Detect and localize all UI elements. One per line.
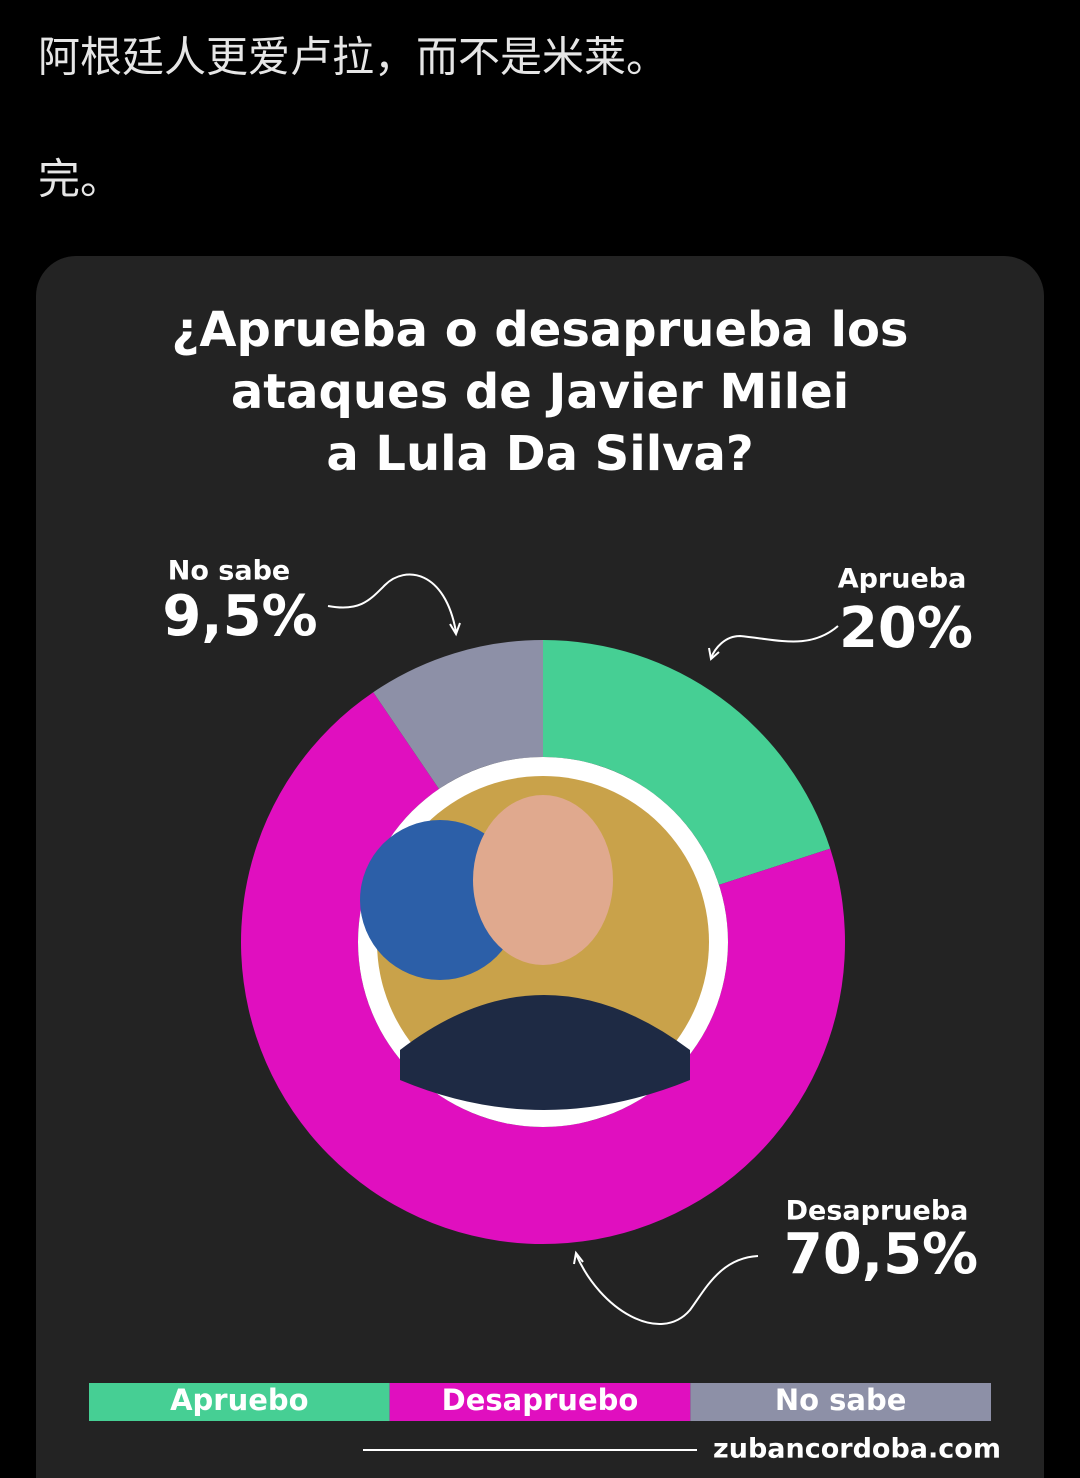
arrow <box>449 622 461 637</box>
legend-label: Desapruebo <box>442 1383 639 1417</box>
arrow <box>573 1250 584 1265</box>
slice <box>373 640 543 789</box>
arrow <box>710 625 839 659</box>
arrow <box>327 573 457 633</box>
arrow <box>708 647 720 661</box>
chart-title: ataques de Javier Milei <box>231 364 849 420</box>
value-label: 20% <box>839 596 973 661</box>
legend-swatch <box>89 1383 390 1421</box>
photo <box>473 795 613 965</box>
post-text: 阿根廷人更爱卢拉，而不是米莱。 <box>38 33 668 82</box>
photo <box>400 995 690 1110</box>
slice <box>241 692 845 1244</box>
value-label: 70,5% <box>784 1222 978 1287</box>
legend-swatch <box>690 1383 991 1421</box>
legend-label: No sabe <box>775 1383 907 1417</box>
slice-label: Desaprueba <box>786 1196 969 1227</box>
arrow <box>575 1253 759 1325</box>
chart-title: ¿Aprueba o desaprueba los <box>172 302 909 358</box>
source: zubancordoba.com <box>713 1434 1001 1465</box>
post-text: 完。 <box>38 155 122 204</box>
chart-title: a Lula Da Silva? <box>326 426 753 482</box>
legend-label: Apruebo <box>170 1383 309 1417</box>
legend-swatch <box>389 1383 691 1421</box>
slice-label: Aprueba <box>838 564 967 595</box>
slice <box>543 640 831 885</box>
value-label: 9,5% <box>162 584 317 649</box>
slice-label: No sabe <box>168 556 290 587</box>
